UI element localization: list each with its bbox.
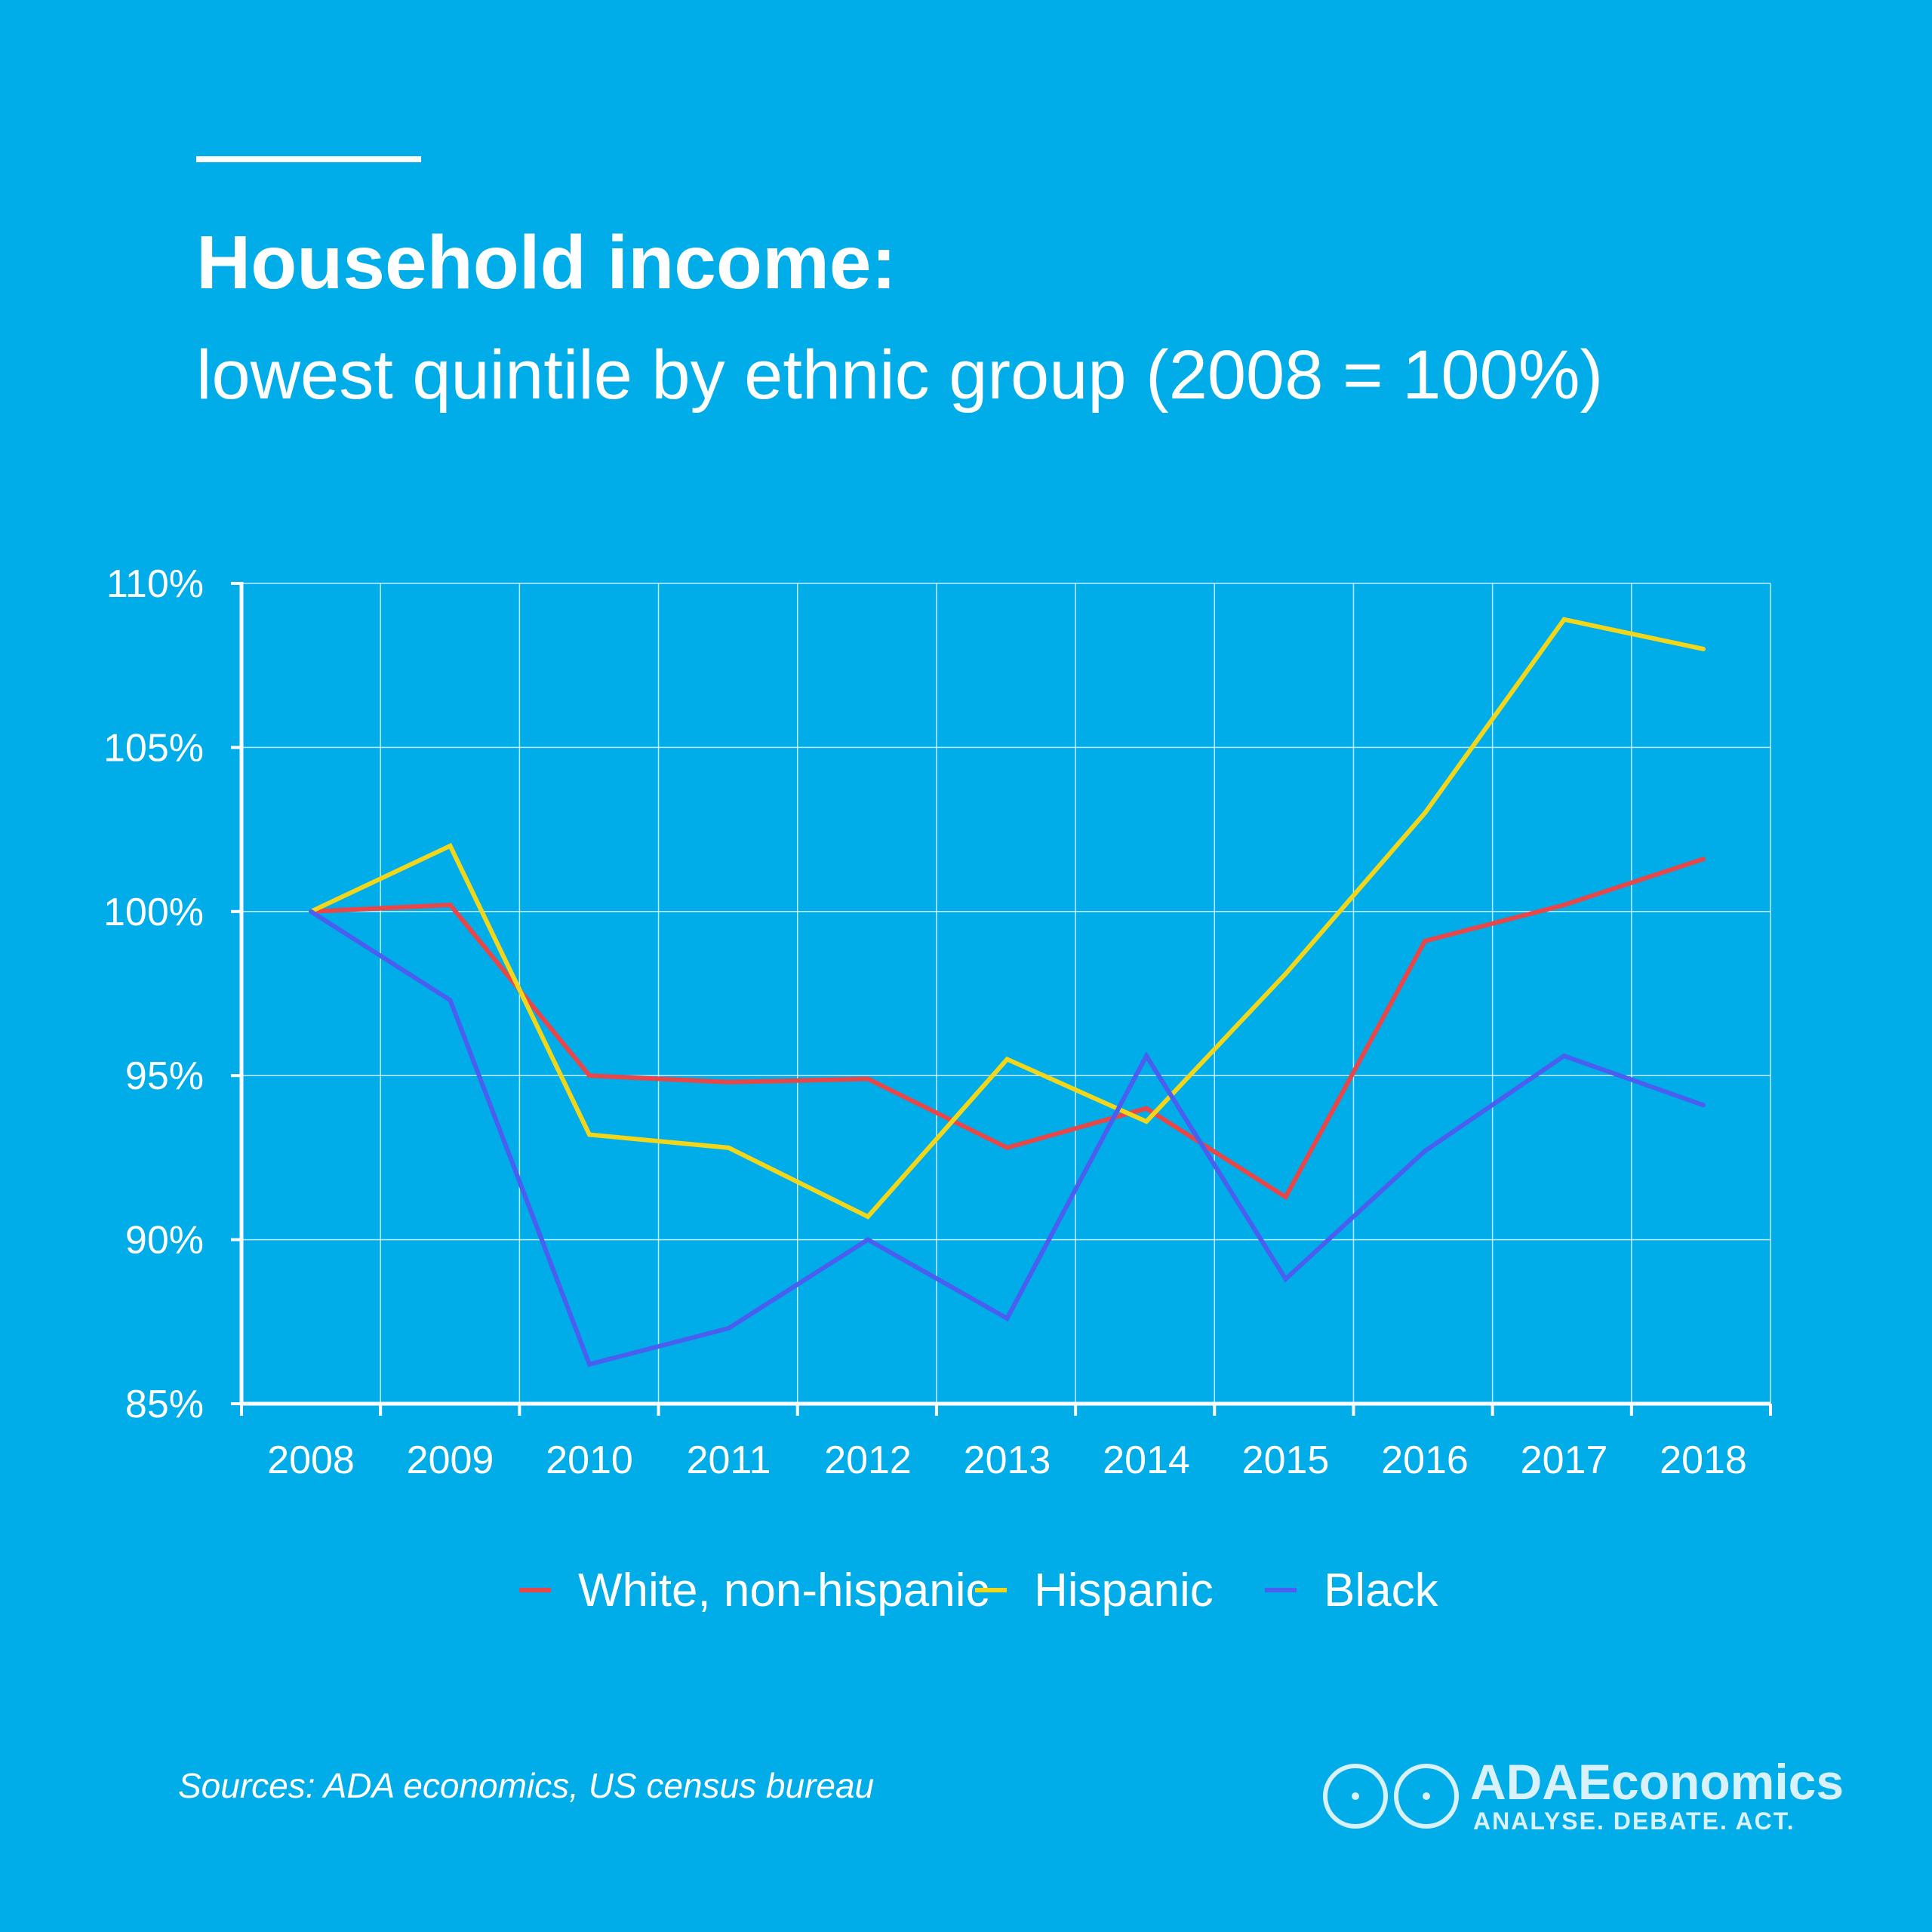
data-point-hispanic [1283, 971, 1288, 977]
data-point-hispanic [726, 1145, 731, 1150]
data-point-hispanic [587, 1132, 592, 1137]
data-point-white-non-hispanic [726, 1079, 731, 1084]
x-tick-label: 2010 [546, 1438, 633, 1482]
y-tick-label: 100% [103, 891, 204, 934]
data-point-white-non-hispanic [1701, 857, 1706, 862]
data-point-black [1283, 1276, 1288, 1281]
series-lines [309, 617, 1706, 1367]
data-point-white-non-hispanic [1283, 1195, 1288, 1200]
brand-name: ADAEconomics [1470, 1754, 1844, 1810]
legend-label: White, non-hispanic [578, 1564, 989, 1617]
y-tick-label: 85% [125, 1383, 204, 1426]
data-point-black [866, 1237, 870, 1242]
data-point-black [1004, 1315, 1010, 1321]
brand-tagline: ANALYSE. DEBATE. ACT. [1473, 1807, 1795, 1835]
y-tick-label: 105% [103, 726, 204, 770]
data-point-white-non-hispanic [587, 1073, 592, 1078]
data-point-black [726, 1325, 731, 1331]
data-point-hispanic [1561, 617, 1567, 622]
logo-circle-left [1323, 1764, 1388, 1829]
legend-label: Black [1324, 1564, 1439, 1617]
chart-title: Household income: [196, 220, 897, 305]
x-axis-ticks: 2008 2009 2010 2011 2012 2013 2014 2015 2016 2017… [240, 1404, 1772, 1482]
data-point-hispanic [1423, 811, 1427, 816]
x-tick-label: 2014 [1103, 1438, 1190, 1482]
data-point-white-non-hispanic [1561, 903, 1567, 908]
data-point-black [309, 909, 313, 914]
legend-label: Hispanic [1034, 1564, 1214, 1617]
x-tick-label: 2015 [1242, 1438, 1330, 1482]
brand-logo: ADAEconomics ANALYSE. DEBATE. ACT. [1323, 1754, 1844, 1835]
data-point-hispanic [448, 843, 453, 848]
data-point-black [1561, 1054, 1567, 1059]
y-tick-label: 90% [125, 1219, 204, 1263]
legend: White, non-hispanic Hispanic Black [519, 1564, 1439, 1617]
x-tick-label: 2017 [1521, 1438, 1608, 1482]
x-tick-label: 2011 [687, 1438, 771, 1482]
chart-subtitle: lowest quintile by ethnic group (2008 = … [196, 337, 1603, 414]
data-point-black [587, 1361, 592, 1367]
x-tick-label: 2009 [407, 1438, 494, 1482]
logo-dot-left [1352, 1792, 1359, 1800]
data-point-white-non-hispanic [866, 1076, 870, 1081]
x-tick-label: 2013 [964, 1438, 1051, 1482]
data-point-hispanic [1004, 1057, 1010, 1062]
header-accent-bar [196, 156, 421, 162]
y-tick-label: 110% [106, 562, 204, 606]
data-point-black [1423, 1149, 1427, 1154]
source-note: Sources: ADA economics, US census bureau [178, 1766, 874, 1805]
x-tick-label: 2016 [1381, 1438, 1469, 1482]
data-point-hispanic [866, 1214, 870, 1220]
x-tick-label: 2012 [824, 1438, 912, 1482]
data-point-black [1701, 1103, 1706, 1108]
data-point-white-non-hispanic [1144, 1106, 1149, 1111]
data-point-black [1144, 1054, 1149, 1059]
grid-lines [242, 583, 1771, 1404]
x-tick-label: 2018 [1660, 1438, 1747, 1482]
x-tick-label: 2008 [267, 1438, 355, 1482]
data-point-black [448, 998, 453, 1003]
data-point-hispanic [1701, 646, 1706, 651]
axes [239, 582, 1770, 1406]
data-point-white-non-hispanic [1004, 1145, 1010, 1150]
logo-dot-right [1423, 1792, 1430, 1800]
y-axis-ticks: 85% 90% 95% 100% 105% 110% [103, 562, 242, 1426]
data-point-white-non-hispanic [448, 903, 453, 908]
logo-circle-right [1394, 1764, 1459, 1829]
data-point-hispanic [1144, 1119, 1149, 1124]
y-tick-label: 95% [125, 1054, 204, 1098]
data-point-white-non-hispanic [1423, 938, 1427, 943]
